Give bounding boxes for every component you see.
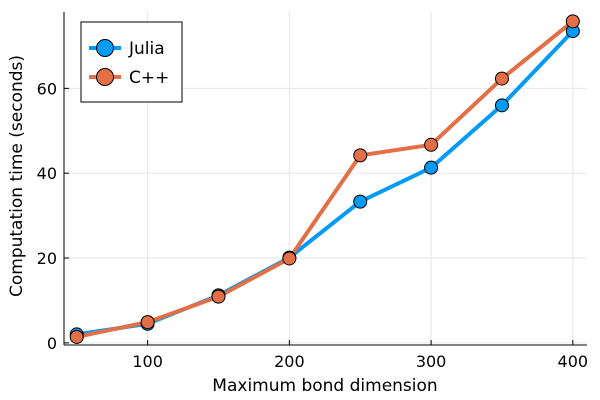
- y-axis-title: Computation time (seconds): [7, 55, 27, 297]
- legend-label-1: C++: [129, 68, 169, 88]
- y-tick-label: 40: [37, 164, 57, 183]
- data-points: [69, 14, 580, 344]
- data-point-series-1: [494, 71, 509, 86]
- data-point-series-1: [565, 14, 580, 29]
- data-point-series-1: [69, 329, 84, 344]
- tick-labels: 100 200 300 400 0 20 40 60: [37, 79, 588, 371]
- series-line-1: [74, 19, 575, 339]
- y-tick-label: 20: [37, 249, 57, 268]
- y-tick-label: 0: [47, 334, 57, 353]
- legend: Julia C++: [80, 21, 183, 103]
- legend-marker-0: [96, 39, 114, 57]
- legend-label-0: Julia: [128, 39, 165, 59]
- x-tick-label: 100: [132, 352, 163, 371]
- data-point-series-1: [353, 148, 368, 163]
- legend-box: [80, 21, 183, 103]
- legend-marker-1: [96, 68, 114, 86]
- series-lines: [74, 19, 575, 339]
- data-point-series-1: [140, 315, 155, 330]
- y-tick-label: 60: [37, 79, 57, 98]
- data-point-series-0: [424, 160, 439, 175]
- grid-lines: [64, 12, 587, 345]
- data-point-series-0: [494, 98, 509, 113]
- axes: [63, 12, 587, 346]
- data-point-series-1: [282, 251, 297, 266]
- data-point-series-0: [353, 194, 368, 209]
- data-point-series-1: [424, 137, 439, 152]
- x-tick-label: 300: [416, 352, 447, 371]
- x-tick-label: 200: [274, 352, 305, 371]
- x-tick-label: 400: [558, 352, 589, 371]
- x-axis-title: Maximum bond dimension: [212, 376, 437, 396]
- data-point-series-1: [211, 289, 226, 304]
